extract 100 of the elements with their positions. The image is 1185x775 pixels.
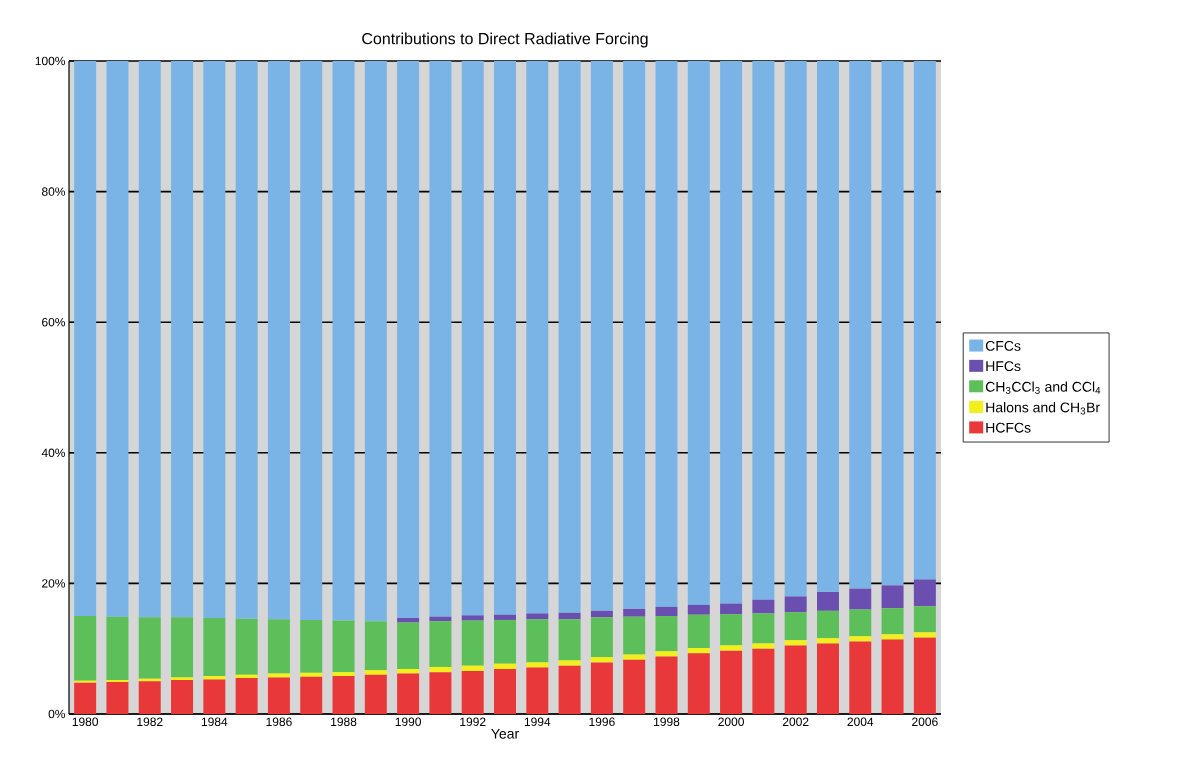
x-tick-label: 1994 (524, 717, 551, 727)
bar (655, 651, 678, 657)
bar (332, 620, 355, 673)
bar (461, 620, 484, 666)
bar (655, 616, 678, 652)
bar (235, 674, 258, 679)
bar (526, 60, 549, 614)
bar (752, 648, 775, 714)
bar (397, 60, 420, 618)
bar (881, 608, 904, 635)
bar (332, 676, 355, 714)
bar (235, 60, 258, 619)
bar (429, 666, 452, 673)
bar (720, 603, 743, 615)
bar (267, 619, 290, 674)
bar (558, 660, 581, 666)
x-axis-title: Year (491, 728, 519, 739)
bar (623, 60, 646, 609)
bar (720, 614, 743, 646)
bar (171, 680, 194, 714)
bar (332, 60, 355, 621)
x-tick-label: 2006 (912, 717, 938, 727)
bar (881, 60, 904, 586)
bar (816, 610, 839, 639)
bar (267, 677, 290, 714)
bar (590, 60, 613, 611)
bar (526, 613, 549, 620)
bar (74, 682, 97, 714)
bar (300, 60, 323, 620)
x-tick-label: 1980 (72, 717, 99, 727)
bar (881, 639, 904, 714)
bar (590, 610, 613, 618)
bar (849, 588, 872, 610)
bar (106, 60, 129, 617)
bar (461, 665, 484, 671)
bar (590, 662, 613, 714)
bar (881, 634, 904, 640)
bar (397, 622, 420, 669)
bar (784, 645, 807, 714)
x-tick-label: 1984 (201, 717, 228, 727)
bar (816, 638, 839, 644)
x-tick-label: 1986 (266, 717, 292, 727)
y-tick-label: 100% (35, 56, 66, 66)
bar (784, 596, 807, 613)
bar (397, 673, 420, 714)
bar (461, 615, 484, 621)
bar (526, 619, 549, 663)
bar (849, 636, 872, 642)
bar (138, 617, 161, 679)
bar (235, 618, 258, 675)
bar (364, 60, 387, 622)
bar (494, 663, 517, 669)
bar (558, 665, 581, 714)
bar (590, 657, 613, 663)
bar (364, 674, 387, 714)
x-tick-label: 2000 (718, 717, 744, 727)
bar (881, 585, 904, 609)
bar (364, 621, 387, 671)
bar (913, 637, 936, 714)
y-tick-label: 0% (48, 709, 66, 719)
y-tick-label: 20% (42, 579, 66, 588)
x-tick-label: 2004 (847, 717, 874, 727)
bar (590, 617, 613, 658)
bar (106, 616, 129, 681)
legend-label: HCFCs (986, 422, 1031, 433)
legend-label: HFCs (986, 361, 1021, 372)
bar (849, 609, 872, 637)
bar (332, 672, 355, 677)
bar (558, 60, 581, 613)
bar (203, 60, 226, 618)
x-tick-label: 1988 (331, 717, 357, 727)
bar (494, 668, 517, 714)
legend-label: CH$_{3}$CCl$_{3}$ and CCl$_{4}$ (985, 381, 1101, 394)
bar (300, 672, 323, 677)
bar (752, 613, 775, 644)
x-tick-label: 1998 (654, 717, 680, 727)
bar (558, 619, 581, 661)
bar (623, 608, 646, 617)
bar (655, 656, 678, 714)
bar (913, 579, 936, 607)
bar (526, 662, 549, 668)
bar (623, 654, 646, 660)
bar (235, 678, 258, 714)
bar (623, 659, 646, 714)
bar (494, 614, 517, 620)
legend-label: Halons and CH$_{3}$Br (986, 402, 1100, 415)
bar (655, 60, 678, 607)
bar (720, 60, 743, 604)
bar (397, 618, 420, 623)
bar (687, 614, 710, 649)
bar (203, 679, 226, 714)
bar (203, 618, 226, 677)
bar (138, 60, 161, 618)
bar (816, 60, 839, 592)
bar (752, 60, 775, 600)
y-tick-label: 60% (42, 317, 66, 327)
bar (849, 641, 872, 714)
bar (138, 681, 161, 714)
bar (106, 681, 129, 714)
y-tick-label: 80% (41, 187, 66, 196)
